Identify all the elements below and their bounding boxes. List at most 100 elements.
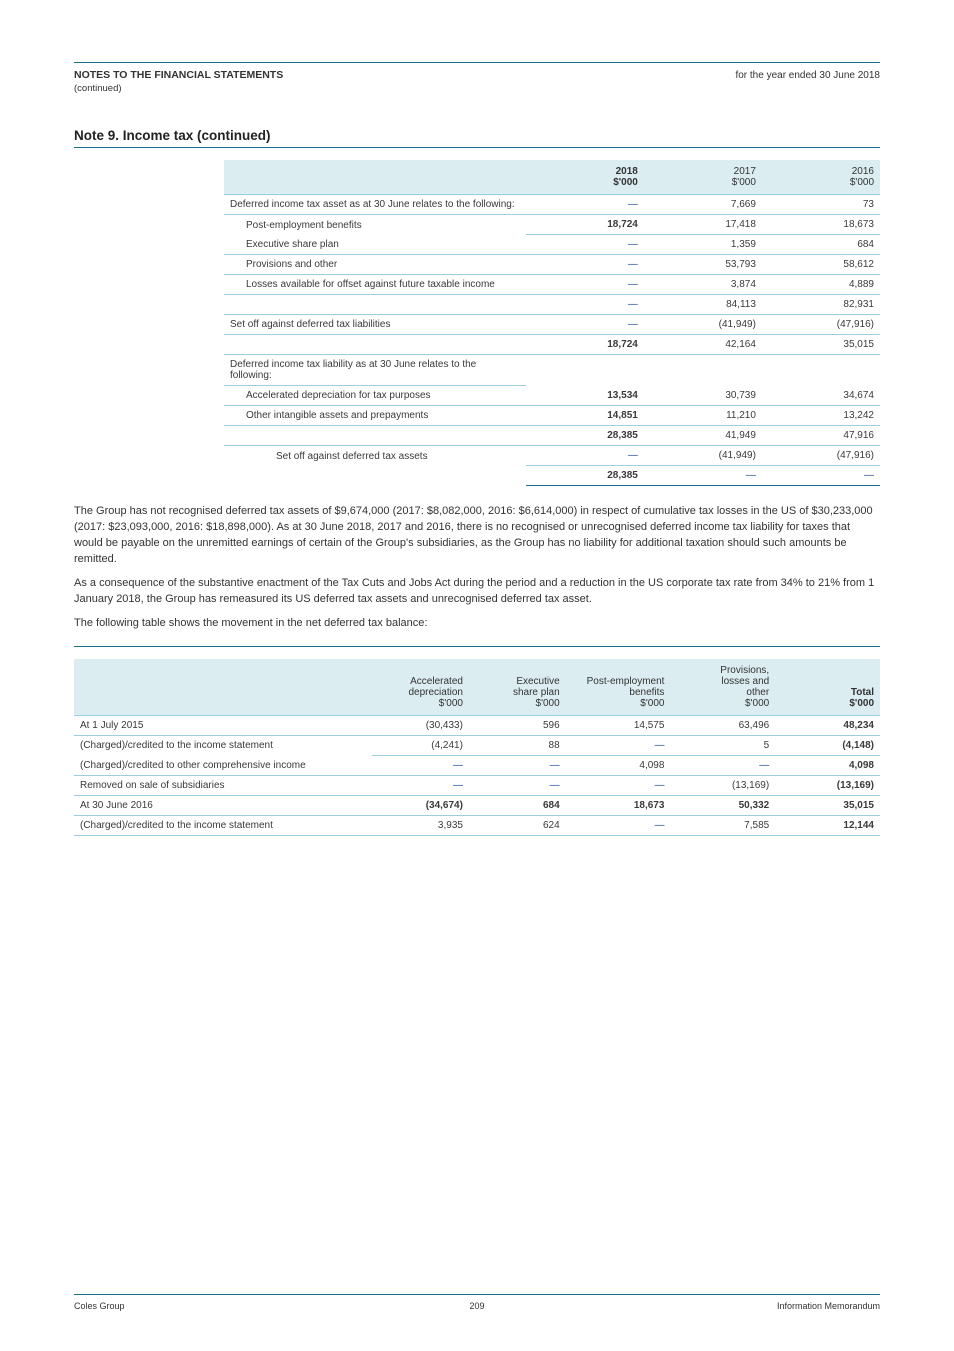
row-value: (13,169) [670,775,775,795]
col-blank [74,659,372,716]
row-label: Set off against deferred tax assets [224,446,526,466]
row-value: (47,916) [762,446,880,466]
table2-rule [74,646,880,647]
row-value: 14,575 [566,715,671,735]
table-row: At 30 June 2016(34,674)68418,67350,33235… [74,795,880,815]
footer-right: Information Memorandum [777,1301,880,1311]
table-row: At 1 July 2015(30,433)59614,57563,49648,… [74,715,880,735]
row-value: 4,098 [775,755,880,775]
row-label [224,335,526,355]
row-value: 624 [469,815,566,835]
row-value: 35,015 [762,335,880,355]
header-continued: (continued) [74,83,122,94]
row-value: 18,724 [526,335,644,355]
row-value: — [526,275,644,295]
row-value: 28,385 [526,426,644,446]
deferred-tax-para-2: As a consequence of the substantive enac… [74,576,880,608]
table-total-row: 28,385—— [224,466,880,486]
row-value: — [762,466,880,486]
deferred-tax-para-1: The Group has not recognised deferred ta… [74,504,880,568]
row-label: Executive share plan [224,235,526,255]
row-value: (30,433) [372,715,469,735]
row-value: 35,015 [775,795,880,815]
row-label: Set off against deferred tax liabilities [224,315,526,335]
header-subtitle: for the year ended 30 June 2018 [735,70,880,81]
row-value: 12,144 [775,815,880,835]
row-label: Other intangible assets and prepayments [224,406,526,426]
row-label: (Charged)/credited to the income stateme… [74,815,372,835]
footer-left: Coles Group [74,1301,125,1311]
row-value [526,355,644,386]
row-value: (4,148) [775,735,880,755]
row-value: 684 [469,795,566,815]
row-label [224,426,526,446]
row-value: — [526,295,644,315]
footer-rule [74,1294,880,1295]
table-row: 18,72442,16435,015 [224,335,880,355]
row-value: 88 [469,735,566,755]
movement-table: Accelerated depreciation $'000 Executive… [74,659,880,836]
table-row: (Charged)/credited to the income stateme… [74,815,880,835]
note-rule [74,147,880,148]
row-label: Losses available for offset against futu… [224,275,526,295]
row-value: 41,949 [644,426,762,446]
row-value: 17,418 [644,215,762,235]
row-label: Deferred income tax asset as at 30 June … [224,195,526,215]
page-header: NOTES TO THE FINANCIAL STATEMENTS for th… [74,62,880,94]
row-value: 34,674 [762,386,880,406]
table-row: Losses available for offset against futu… [224,275,880,295]
row-value: 13,242 [762,406,880,426]
row-label: At 1 July 2015 [74,715,372,735]
row-value: — [670,755,775,775]
row-value: — [372,775,469,795]
row-value: — [526,195,644,215]
row-label: Deferred income tax liability as at 30 J… [224,355,526,386]
table-row: Provisions and other—53,79358,612 [224,255,880,275]
table-row: (Charged)/credited to other comprehensiv… [74,755,880,775]
row-label: At 30 June 2016 [74,795,372,815]
row-value: 7,585 [670,815,775,835]
row-value: — [526,235,644,255]
row-value: — [566,815,671,835]
row-value: 7,669 [644,195,762,215]
table-row: 28,38541,94947,916 [224,426,880,446]
col-post-emp: Post-employment benefits $'000 [566,659,671,716]
row-value: 82,931 [762,295,880,315]
row-value: (4,241) [372,735,469,755]
row-value: 42,164 [644,335,762,355]
row-value: 1,359 [644,235,762,255]
row-value: — [644,466,762,486]
row-value: — [526,255,644,275]
row-value: — [526,315,644,335]
row-value: 5 [670,735,775,755]
col-2018: 2018 $'000 [526,160,644,195]
row-value [644,355,762,386]
row-value: 73 [762,195,880,215]
row-value: 3,935 [372,815,469,835]
col-accel-dep: Accelerated depreciation $'000 [372,659,469,716]
row-value: — [526,446,644,466]
row-value: 63,496 [670,715,775,735]
row-value: — [566,735,671,755]
table-row: Accelerated depreciation for tax purpose… [224,386,880,406]
row-value: 28,385 [526,466,644,486]
header-rule-top [74,62,880,63]
note-heading: Note 9. Income tax (continued) [74,128,880,143]
row-value: 596 [469,715,566,735]
row-label: (Charged)/credited to other comprehensiv… [74,755,372,775]
row-value: 4,889 [762,275,880,295]
row-value: (34,674) [372,795,469,815]
row-value: 18,724 [526,215,644,235]
table-row: Deferred income tax liability as at 30 J… [224,355,880,386]
row-label: Post-employment benefits [224,215,526,235]
row-value: 58,612 [762,255,880,275]
table-row: Set off against deferred tax liabilities… [224,315,880,335]
col-exec-share: Executive share plan $'000 [469,659,566,716]
row-value: (41,949) [644,315,762,335]
row-value: 13,534 [526,386,644,406]
row-value: 14,851 [526,406,644,426]
row-value: 684 [762,235,880,255]
table-row: Executive share plan—1,359684 [224,235,880,255]
deferred-tax-table: 2018 $'000 2017 $'000 2016 $'000 Deferre… [224,160,880,486]
col-2017: 2017 $'000 [644,160,762,195]
